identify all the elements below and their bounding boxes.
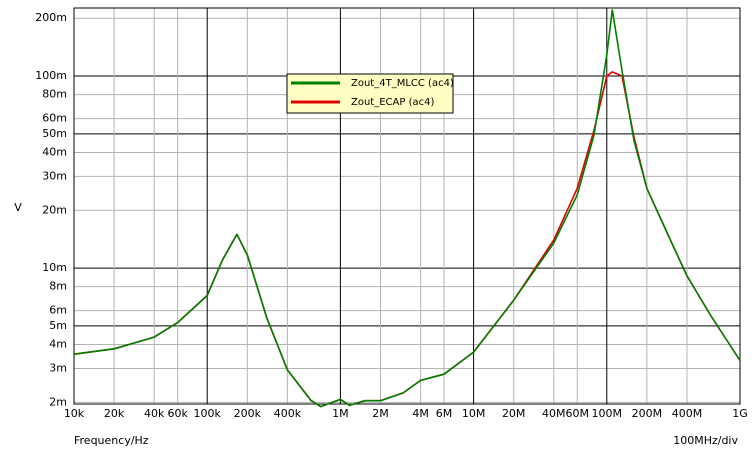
plot-frame bbox=[73, 7, 741, 405]
y-tick-label: 200m bbox=[35, 11, 67, 24]
y-tick-label: 30m bbox=[42, 169, 67, 182]
x-tick-label: 40M bbox=[542, 407, 566, 420]
y-tick-label: 60m bbox=[42, 112, 67, 125]
x-tick-label: 100k bbox=[194, 407, 222, 420]
x-tick-label: 40k bbox=[144, 407, 165, 420]
x-scale-note: 100MHz/div bbox=[673, 434, 738, 447]
x-tick-label: 4M bbox=[412, 407, 429, 420]
x-tick-label: 1G bbox=[732, 407, 748, 420]
legend-label: Zout_ECAP (ac4) bbox=[351, 97, 434, 108]
x-tick-label: 60M bbox=[565, 407, 589, 420]
x-tick-label: 6M bbox=[436, 407, 453, 420]
y-tick-label: 3m bbox=[49, 361, 67, 374]
y-tick-label: 5m bbox=[49, 319, 67, 332]
x-tick-label: 2M bbox=[372, 407, 389, 420]
x-tick-label: 200k bbox=[234, 407, 262, 420]
x-tick-label: 60k bbox=[167, 407, 188, 420]
y-tick-label: 80m bbox=[42, 88, 67, 101]
y-tick-label: 100m bbox=[35, 69, 67, 82]
y-tick-label: 10m bbox=[42, 261, 67, 274]
y-axis-label: V bbox=[14, 201, 22, 214]
y-tick-label: 2m bbox=[49, 395, 67, 408]
legend: Zout_4T_MLCC (ac4) Zout_ECAP (ac4) bbox=[286, 73, 454, 114]
x-tick-label: 100M bbox=[592, 407, 623, 420]
y-tick-label: 4m bbox=[49, 337, 67, 350]
y-tick-label: 40m bbox=[42, 145, 67, 158]
legend-label: Zout_4T_MLCC (ac4) bbox=[351, 78, 454, 89]
y-tick-label: 8m bbox=[49, 280, 67, 293]
y-tick-label: 6m bbox=[49, 304, 67, 317]
x-tick-label: 20k bbox=[104, 407, 125, 420]
x-tick-label: 400k bbox=[274, 407, 302, 420]
x-tick-label: 1M bbox=[332, 407, 349, 420]
legend-box bbox=[286, 73, 454, 114]
x-tick-label: 20M bbox=[502, 407, 526, 420]
x-tick-label: 10M bbox=[462, 407, 486, 420]
series-line bbox=[73, 9, 741, 408]
x-tick-label: 10k bbox=[64, 407, 85, 420]
x-tick-label: 400M bbox=[672, 407, 703, 420]
x-tick-label: 200M bbox=[632, 407, 663, 420]
x-axis-label: Frequency/Hz bbox=[74, 434, 149, 447]
y-tick-label: 50m bbox=[42, 127, 67, 140]
y-tick-label: 20m bbox=[42, 203, 67, 216]
